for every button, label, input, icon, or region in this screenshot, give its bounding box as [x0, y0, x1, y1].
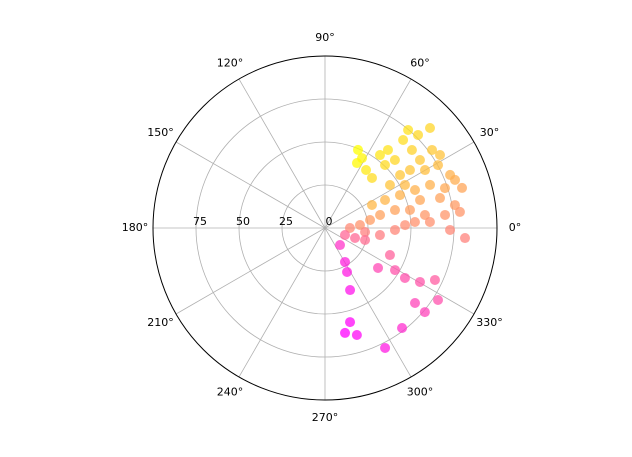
point: [384, 179, 395, 190]
point: [459, 233, 470, 244]
point: [389, 155, 400, 166]
theta-tick-label: 90°: [315, 31, 335, 44]
point: [389, 205, 400, 216]
point: [425, 179, 436, 190]
theta-tick-label: 180°: [122, 221, 149, 234]
point: [433, 294, 444, 305]
theta-tick-label: 60°: [410, 56, 430, 69]
point: [413, 129, 424, 140]
r-tick-label: 75: [193, 215, 207, 228]
point: [344, 223, 355, 233]
point: [340, 327, 351, 338]
theta-tick-label: 330°: [476, 316, 503, 329]
point: [360, 226, 371, 237]
point: [335, 240, 346, 251]
polar-frame: [152, 55, 498, 401]
point: [424, 216, 435, 227]
theta-tick-label: 0°: [509, 221, 522, 234]
point: [435, 150, 446, 161]
point: [375, 209, 386, 220]
r-tick-label: 50: [236, 215, 250, 228]
theta-tick-label: 270°: [312, 411, 339, 424]
point: [414, 276, 425, 287]
point: [382, 144, 393, 155]
point: [400, 220, 411, 231]
point: [366, 172, 377, 183]
point: [373, 262, 384, 273]
point: [404, 165, 415, 176]
point: [454, 206, 465, 217]
point: [450, 174, 461, 185]
point: [457, 182, 468, 193]
point: [339, 256, 350, 267]
point: [404, 204, 415, 215]
theta-tick-label: 150°: [147, 126, 174, 139]
point: [361, 165, 372, 176]
point: [351, 158, 362, 169]
point: [399, 272, 410, 283]
point: [427, 144, 438, 155]
point: [403, 125, 414, 136]
point: [445, 224, 456, 235]
r-tick-label: 0: [326, 215, 333, 228]
theta-tick-label: 120°: [217, 56, 244, 69]
point: [389, 224, 400, 235]
point: [409, 297, 420, 308]
point: [414, 155, 425, 166]
point: [380, 342, 391, 353]
point: [339, 229, 350, 240]
theta-tick-label: 30°: [480, 126, 500, 139]
point: [433, 160, 444, 171]
point: [351, 329, 362, 340]
point: [395, 170, 406, 181]
point: [439, 183, 450, 194]
point: [406, 145, 417, 156]
point: [435, 193, 446, 204]
r-tick-label: 25: [279, 215, 293, 228]
point: [397, 323, 408, 334]
point: [419, 210, 430, 221]
point: [380, 159, 391, 170]
point: [360, 235, 371, 246]
r-grid-line: [238, 141, 412, 315]
point: [380, 195, 391, 206]
point: [419, 307, 430, 318]
point: [345, 317, 356, 328]
point: [352, 144, 363, 155]
point: [440, 209, 451, 220]
point: [394, 190, 405, 201]
point: [354, 220, 365, 231]
theta-tick-label: 210°: [147, 316, 174, 329]
point: [366, 199, 377, 210]
point: [409, 217, 420, 228]
point: [398, 135, 409, 146]
point: [429, 274, 440, 285]
point: [415, 195, 426, 206]
point: [342, 266, 353, 277]
point: [350, 232, 361, 243]
point: [399, 179, 410, 190]
point: [374, 150, 385, 161]
point: [374, 230, 385, 241]
point: [390, 265, 401, 276]
point: [419, 165, 430, 176]
point: [365, 214, 376, 225]
point: [409, 184, 420, 195]
point: [345, 285, 356, 296]
point: [425, 123, 436, 134]
theta-tick-label: 240°: [217, 386, 244, 399]
theta-tick-label: 300°: [407, 386, 434, 399]
point: [384, 250, 395, 261]
